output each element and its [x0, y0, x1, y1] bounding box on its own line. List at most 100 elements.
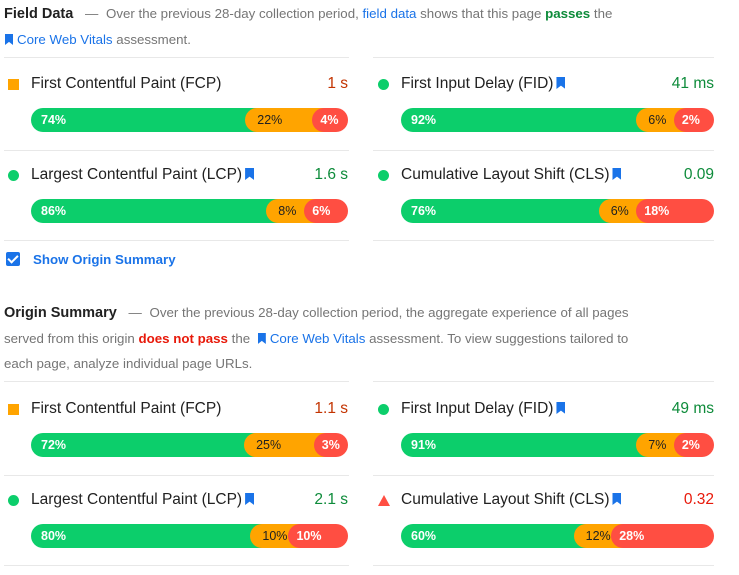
- field-data-title: Field Data: [4, 6, 74, 22]
- green-circle-icon: [378, 404, 389, 415]
- fast-segment: 91%: [401, 433, 649, 457]
- core-web-vitals-link[interactable]: Core Web Vitals: [269, 331, 366, 346]
- metric-fid: First Input Delay (FID) 41 ms 92% 6% 2%: [374, 72, 714, 162]
- distribution-bar: 60% 12% 28%: [401, 524, 714, 548]
- green-circle-icon: [378, 170, 389, 181]
- distribution-bar: 91% 7% 2%: [401, 433, 714, 457]
- slow-segment: 4%: [312, 108, 348, 132]
- metric-name: First Contentful Paint (FCP): [31, 75, 222, 92]
- bookmark-icon: [257, 333, 266, 344]
- fast-segment: 80%: [31, 524, 263, 548]
- fast-segment: 72%: [31, 433, 257, 457]
- show-origin-summary-label[interactable]: Show Origin Summary: [33, 251, 176, 267]
- orange-square-icon: [8, 404, 19, 415]
- origin-desc-the: the: [231, 331, 251, 346]
- distribution-bar: 92% 6% 2%: [401, 108, 714, 132]
- origin-summary-title: Origin Summary: [4, 305, 117, 321]
- divider: [4, 381, 349, 382]
- divider: [4, 57, 349, 58]
- slow-segment: 18%: [636, 199, 714, 223]
- red-triangle-icon: [378, 495, 390, 506]
- metric-name: Cumulative Layout Shift (CLS): [401, 491, 610, 508]
- metric-value: 0.32: [683, 491, 714, 508]
- metric-name: Cumulative Layout Shift (CLS): [401, 166, 610, 183]
- core-web-vitals-link[interactable]: Core Web Vitals: [17, 32, 113, 47]
- divider: [373, 240, 714, 241]
- divider: [373, 57, 714, 58]
- field-data-desc-after: assessment.: [116, 32, 191, 47]
- divider: [373, 381, 714, 382]
- origin-desc-before-status: served from this origin: [4, 331, 135, 346]
- metric-value: 1.1 s: [314, 400, 348, 417]
- fast-segment: 74%: [31, 108, 258, 132]
- metric-value: 49 ms: [671, 400, 714, 417]
- bookmark-icon: [5, 34, 13, 45]
- dash: —: [85, 6, 99, 21]
- metric-value: 1.6 s: [314, 166, 348, 183]
- divider: [4, 475, 349, 476]
- metric-value: 41 ms: [671, 75, 714, 92]
- bookmark-icon: [556, 402, 566, 414]
- fast-segment: 76%: [401, 199, 611, 223]
- metric-name: Largest Contentful Paint (LCP): [31, 491, 243, 508]
- metric-cls: Cumulative Layout Shift (CLS) 0.09 76% 6…: [374, 163, 714, 253]
- distribution-bar: 86% 8% 6%: [31, 199, 348, 223]
- field-data-desc: Over the previous 28-day collection peri…: [106, 6, 359, 21]
- metric-name: Largest Contentful Paint (LCP): [31, 166, 243, 183]
- metric-value: 2.1 s: [314, 491, 348, 508]
- assessment-status-passes: passes: [545, 6, 591, 21]
- origin-desc-line1: Over the previous 28-day collection peri…: [149, 305, 629, 320]
- distribution-bar: 76% 6% 18%: [401, 199, 714, 223]
- origin-metric-fid: First Input Delay (FID) 49 ms 91% 7% 2%: [374, 397, 714, 487]
- slow-segment: 6%: [304, 199, 348, 223]
- distribution-bar: 74% 22% 4%: [31, 108, 348, 132]
- bookmark-icon: [612, 493, 622, 505]
- bookmark-icon: [612, 168, 622, 180]
- distribution-bar: 72% 25% 3%: [31, 433, 348, 457]
- fast-segment: 92%: [401, 108, 649, 132]
- divider: [4, 565, 349, 566]
- origin-desc-after: assessment. To view suggestions tailored…: [369, 331, 629, 346]
- fast-segment: 86%: [31, 199, 279, 223]
- slow-segment: 10%: [288, 524, 348, 548]
- metric-name: First Contentful Paint (FCP): [31, 400, 222, 417]
- divider: [4, 150, 349, 151]
- green-circle-icon: [8, 170, 19, 181]
- dash: —: [128, 305, 142, 320]
- average-segment: 22%: [245, 108, 325, 132]
- field-data-desc-the: the: [593, 6, 613, 21]
- metric-value: 1 s: [327, 75, 348, 92]
- metric-fcp: First Contentful Paint (FCP) 1 s 74% 22%…: [4, 72, 348, 162]
- green-circle-icon: [8, 495, 19, 506]
- assessment-status-fails: does not pass: [138, 331, 228, 346]
- origin-metric-cls: Cumulative Layout Shift (CLS) 0.32 60% 1…: [374, 488, 714, 575]
- field-data-link[interactable]: field data: [362, 6, 417, 21]
- distribution-bar: 80% 10% 10%: [31, 524, 348, 548]
- fast-segment: 60%: [401, 524, 586, 548]
- origin-desc-line3: each page, analyze individual page URLs.: [4, 356, 253, 371]
- orange-square-icon: [8, 79, 19, 90]
- divider: [373, 150, 714, 151]
- bookmark-icon: [245, 493, 255, 505]
- metric-name: First Input Delay (FID): [401, 400, 554, 417]
- origin-metric-lcp: Largest Contentful Paint (LCP) 2.1 s 80%…: [4, 488, 348, 575]
- checkbox-checked-icon[interactable]: [6, 252, 20, 266]
- average-segment: 25%: [244, 433, 326, 457]
- slow-segment: 2%: [673, 433, 714, 457]
- metric-lcp: Largest Contentful Paint (LCP) 1.6 s 86%…: [4, 163, 348, 253]
- slow-segment: 3%: [313, 433, 348, 457]
- slow-segment: 28%: [611, 524, 714, 548]
- bookmark-icon: [556, 77, 566, 89]
- divider: [373, 475, 714, 476]
- field-data-desc-mid: shows that this page: [420, 6, 542, 21]
- divider: [373, 565, 714, 566]
- divider: [4, 240, 349, 241]
- show-origin-summary-toggle[interactable]: Show Origin Summary: [6, 250, 176, 268]
- bookmark-icon: [245, 168, 255, 180]
- origin-summary-header: Origin Summary — Over the previous 28-da…: [4, 300, 694, 376]
- origin-metric-fcp: First Contentful Paint (FCP) 1.1 s 72% 2…: [4, 397, 348, 487]
- metric-value: 0.09: [683, 166, 714, 183]
- field-data-header: Field Data — Over the previous 28-day co…: [4, 1, 694, 52]
- metric-name: First Input Delay (FID): [401, 75, 554, 92]
- slow-segment: 2%: [673, 108, 714, 132]
